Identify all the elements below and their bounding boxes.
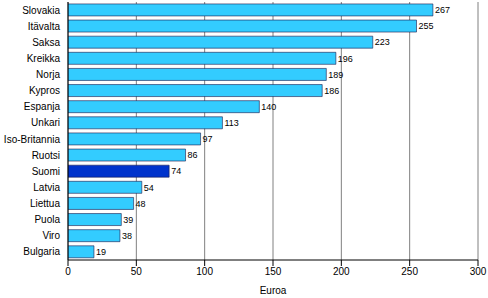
svg-text:223: 223 <box>375 37 390 47</box>
svg-text:Espanja: Espanja <box>24 101 61 112</box>
svg-text:250: 250 <box>401 266 418 277</box>
svg-text:Euroa: Euroa <box>260 285 287 296</box>
svg-text:54: 54 <box>144 183 154 193</box>
svg-text:Saksa: Saksa <box>32 37 60 48</box>
svg-text:Itävalta: Itävalta <box>28 21 61 32</box>
svg-text:113: 113 <box>224 118 238 128</box>
svg-text:200: 200 <box>333 266 350 277</box>
svg-text:186: 186 <box>324 86 339 96</box>
svg-text:Norja: Norja <box>36 69 60 80</box>
svg-text:0: 0 <box>65 266 71 277</box>
svg-text:300: 300 <box>470 266 480 277</box>
svg-text:Puola: Puola <box>34 214 60 225</box>
svg-text:Iso-Britannia: Iso-Britannia <box>8 134 60 145</box>
svg-text:Suomi: Suomi <box>32 166 60 177</box>
svg-text:Kypros: Kypros <box>29 85 60 96</box>
svg-text:267: 267 <box>435 5 450 15</box>
svg-text:Unkari: Unkari <box>31 117 60 128</box>
svg-text:Kreikka: Kreikka <box>27 53 61 64</box>
svg-text:48: 48 <box>136 199 146 209</box>
svg-text:Viro: Viro <box>42 230 60 241</box>
svg-text:196: 196 <box>338 54 353 64</box>
svg-text:Ruotsi: Ruotsi <box>32 150 60 161</box>
svg-text:100: 100 <box>196 266 213 277</box>
svg-text:50: 50 <box>131 266 143 277</box>
svg-text:Slovakia: Slovakia <box>22 5 60 16</box>
svg-text:39: 39 <box>123 215 133 225</box>
svg-text:255: 255 <box>419 21 434 31</box>
svg-text:150: 150 <box>265 266 282 277</box>
svg-text:189: 189 <box>328 70 343 80</box>
svg-text:74: 74 <box>171 166 181 176</box>
svg-text:Latvia: Latvia <box>33 182 60 193</box>
svg-text:140: 140 <box>261 102 276 112</box>
svg-text:19: 19 <box>96 247 106 257</box>
svg-text:Liettua: Liettua <box>30 198 60 209</box>
svg-text:97: 97 <box>203 134 213 144</box>
svg-text:38: 38 <box>122 231 132 241</box>
svg-text:86: 86 <box>188 150 198 160</box>
svg-text:Bulgaria: Bulgaria <box>23 246 60 257</box>
